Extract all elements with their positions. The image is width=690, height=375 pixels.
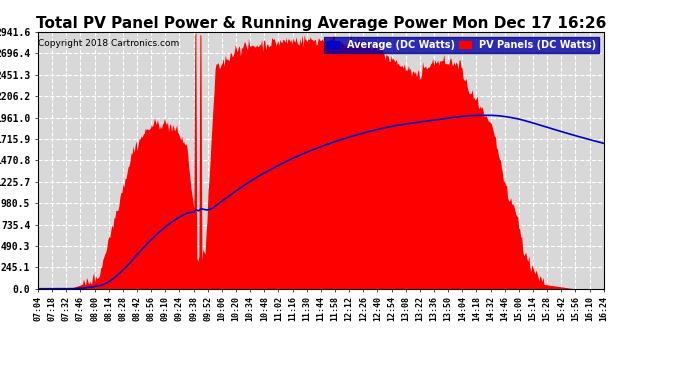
Title: Total PV Panel Power & Running Average Power Mon Dec 17 16:26: Total PV Panel Power & Running Average P… xyxy=(36,16,606,31)
Text: Copyright 2018 Cartronics.com: Copyright 2018 Cartronics.com xyxy=(38,39,179,48)
Legend: Average (DC Watts), PV Panels (DC Watts): Average (DC Watts), PV Panels (DC Watts) xyxy=(324,37,599,52)
